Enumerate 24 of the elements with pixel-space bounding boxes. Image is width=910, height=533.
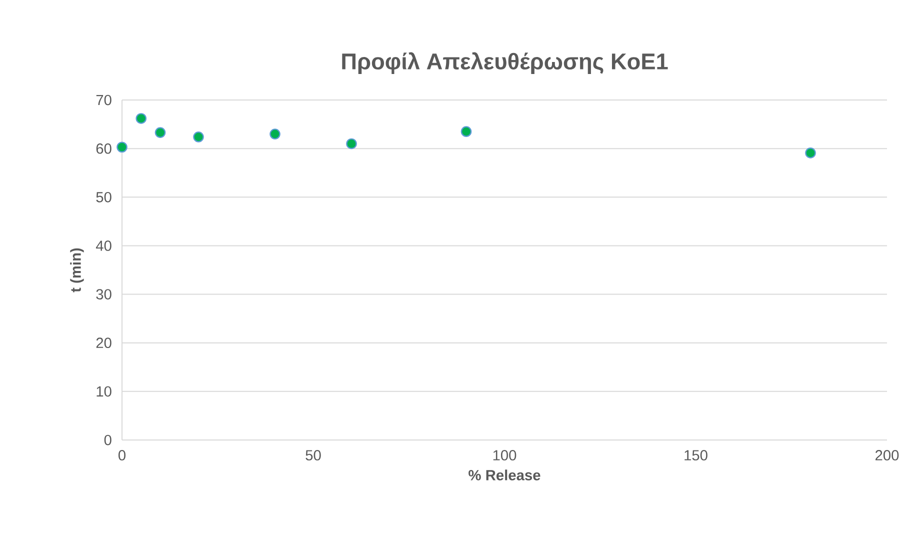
point: [154, 127, 166, 138]
y-axis-title: t (min): [70, 248, 84, 292]
point: [805, 148, 816, 158]
point: [346, 138, 357, 150]
point: [116, 142, 128, 153]
y-tick-label: 20: [96, 338, 112, 348]
point: [193, 132, 204, 142]
y-tick-label: 30: [96, 289, 112, 300]
y-tick-label: 60: [96, 143, 112, 154]
chart-title: Προφίλ Απελευθέρωσης KoE1: [342, 52, 668, 74]
x-tick-label: 200: [876, 450, 899, 460]
point: [136, 113, 147, 124]
point: [270, 128, 280, 140]
x-axis-title: % Release: [468, 470, 540, 480]
y-tick-label: 50: [96, 192, 112, 202]
y-tick-label: 40: [96, 240, 112, 251]
point: [460, 126, 472, 137]
x-tick-label: 150: [684, 450, 708, 460]
y-tick-label: 0: [104, 434, 112, 446]
x-tick-label: 0: [118, 450, 126, 460]
x-tick-label: 100: [493, 450, 516, 460]
y-tick-label: 70: [96, 94, 112, 106]
x-tick-label: 50: [306, 450, 321, 460]
y-tick-label: 10: [96, 386, 112, 397]
